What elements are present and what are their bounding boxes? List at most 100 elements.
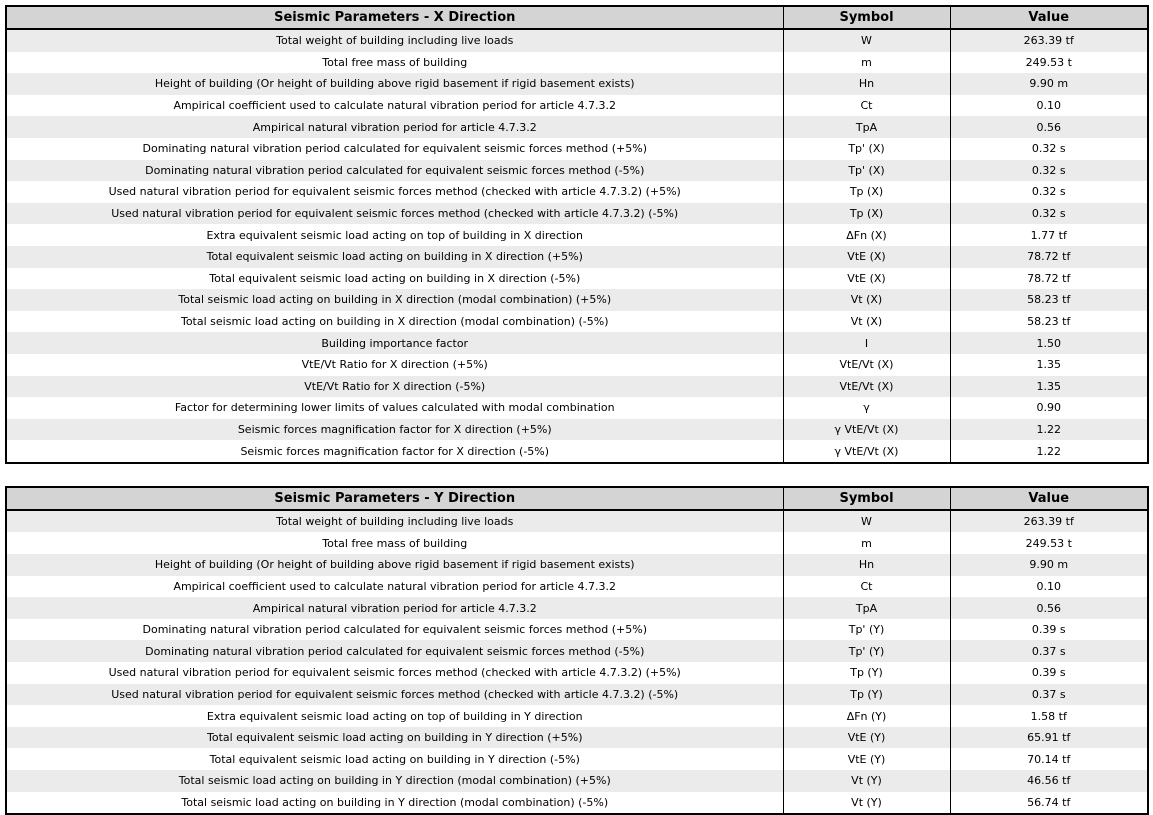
row-description: Total seismic load acting on building in… [178, 774, 611, 788]
row-value: 0.37 s [949, 683, 1148, 706]
row-value: 78.72 tf [949, 245, 1148, 268]
row-value: 0.32 s [949, 159, 1148, 182]
table-row: Seismic forces magnification factor for … [6, 440, 1148, 463]
row-description: Dominating natural vibration period calc… [145, 644, 645, 658]
row-value: 56.74 tf [949, 791, 1148, 815]
column-header-symbol: Symbol [782, 6, 950, 30]
row-value: 1.22 [949, 440, 1148, 463]
row-value: 1.58 tf [949, 705, 1148, 727]
row-symbol: VtE (Y) [782, 748, 950, 770]
row-description: Used natural vibration period for equiva… [108, 666, 681, 680]
row-description: Total equivalent seismic load acting on … [206, 250, 583, 264]
row-description: Dominating natural vibration period calc… [142, 142, 647, 156]
table-header-row: Seismic Parameters - X Direction Symbol … [6, 6, 1148, 30]
row-description: Total weight of building including live … [276, 515, 514, 529]
row-symbol: Vt (Y) [782, 791, 950, 815]
seismic-parameters-table-x: Seismic Parameters - X Direction Symbol … [5, 5, 1149, 464]
column-header-value: Value [949, 486, 1148, 511]
row-description: Height of building (Or height of buildin… [154, 77, 635, 91]
row-symbol: Vt (X) [782, 289, 950, 311]
table-row: Total seismic load acting on building in… [6, 310, 1148, 333]
row-symbol: Hn [782, 554, 950, 576]
row-value: 65.91 tf [949, 726, 1148, 749]
row-symbol: Tp (X) [782, 202, 950, 225]
row-value: 0.56 [949, 597, 1148, 619]
table-row: Ampirical coefficient used to calculate … [6, 94, 1148, 117]
table-body: Total weight of building including live … [6, 29, 1148, 463]
table-row: Factor for determining lower limits of v… [6, 397, 1148, 419]
row-symbol: m [782, 532, 950, 555]
row-value: 0.10 [949, 575, 1148, 598]
row-description: Total equivalent seismic load acting on … [209, 271, 581, 285]
table-row: Dominating natural vibration period calc… [6, 137, 1148, 160]
table-row: Total seismic load acting on building in… [6, 289, 1148, 311]
row-value: 1.77 tf [949, 224, 1148, 246]
row-symbol: γ VtE/Vt (X) [782, 440, 950, 463]
row-symbol: γ [782, 397, 950, 419]
row-value: 0.39 s [949, 618, 1148, 641]
seismic-parameters-table-y: Seismic Parameters - Y Direction Symbol … [5, 485, 1149, 815]
row-value: 1.50 [949, 332, 1148, 354]
table-row: Dominating natural vibration period calc… [6, 640, 1148, 663]
table-row: Total equivalent seismic load acting on … [6, 267, 1148, 290]
table-row: Building importance factor I 1.50 [6, 332, 1148, 354]
row-description: Total seismic load acting on building in… [180, 315, 609, 329]
row-value: 46.56 tf [949, 770, 1148, 792]
row-value: 1.22 [949, 418, 1148, 441]
table-row: Dominating natural vibration period calc… [6, 159, 1148, 182]
row-symbol: I [782, 332, 950, 354]
row-symbol: Tp (Y) [782, 683, 950, 706]
row-description: Seismic forces magnification factor for … [237, 422, 552, 436]
table-row: Used natural vibration period for equiva… [6, 683, 1148, 706]
row-value: 0.56 [949, 116, 1148, 138]
table-row: Used natural vibration period for equiva… [6, 202, 1148, 225]
row-value: 78.72 tf [949, 267, 1148, 290]
table-row: Seismic forces magnification factor for … [6, 418, 1148, 441]
row-value: 0.32 s [949, 181, 1148, 203]
row-description: Total equivalent seismic load acting on … [209, 752, 580, 766]
row-description: Total seismic load acting on building in… [181, 795, 609, 809]
row-symbol: Ct [782, 575, 950, 598]
row-value: 9.90 m [949, 554, 1148, 576]
table-row: Ampirical natural vibration period for a… [6, 116, 1148, 138]
row-description: Total free mass of building [322, 536, 468, 550]
row-description: VtE/Vt Ratio for X direction (-5%) [304, 379, 486, 393]
row-value: 249.53 t [949, 51, 1148, 74]
row-description: Dominating natural vibration period calc… [142, 623, 647, 637]
row-symbol: Tp' (X) [782, 137, 950, 160]
row-symbol: Hn [782, 73, 950, 95]
row-symbol: Vt (X) [782, 310, 950, 333]
row-symbol: W [782, 509, 950, 533]
row-description: VtE/Vt Ratio for X direction (+5%) [301, 358, 488, 372]
row-symbol: TpA [782, 597, 950, 619]
row-description: Ampirical natural vibration period for a… [252, 601, 537, 615]
table-row: VtE/Vt Ratio for X direction (+5%) VtE/Vt… [6, 353, 1148, 376]
column-header-value: Value [949, 6, 1148, 30]
row-value: 263.39 tf [949, 509, 1148, 533]
row-description: Height of building (Or height of buildin… [154, 558, 635, 572]
row-description: Ampirical natural vibration period for a… [252, 120, 537, 134]
table-row: Total equivalent seismic load acting on … [6, 726, 1148, 749]
row-description: Total weight of building including live … [276, 34, 514, 48]
row-symbol: m [782, 51, 950, 74]
table-row: Total equivalent seismic load acting on … [6, 245, 1148, 268]
row-value: 1.35 [949, 375, 1148, 398]
row-description: Building importance factor [321, 336, 469, 350]
row-value: 0.10 [949, 94, 1148, 117]
row-description: Used natural vibration period for equiva… [111, 207, 679, 221]
row-description: Total free mass of building [322, 55, 468, 69]
row-description: Total equivalent seismic load acting on … [207, 731, 583, 745]
row-symbol: Tp' (X) [782, 159, 950, 182]
row-value: 0.32 s [949, 202, 1148, 225]
row-symbol: VtE/Vt (X) [782, 353, 950, 376]
row-symbol: Tp' (Y) [782, 640, 950, 663]
row-description: Factor for determining lower limits of v… [174, 401, 615, 415]
row-value: 263.39 tf [949, 29, 1148, 52]
row-symbol: VtE (X) [782, 245, 950, 268]
table-row: Ampirical coefficient used to calculate … [6, 575, 1148, 598]
table-title: Seismic Parameters - Y Direction [6, 486, 783, 511]
row-description: Total seismic load acting on building in… [178, 293, 612, 307]
row-symbol: W [782, 29, 950, 52]
row-symbol: VtE (Y) [782, 726, 950, 749]
